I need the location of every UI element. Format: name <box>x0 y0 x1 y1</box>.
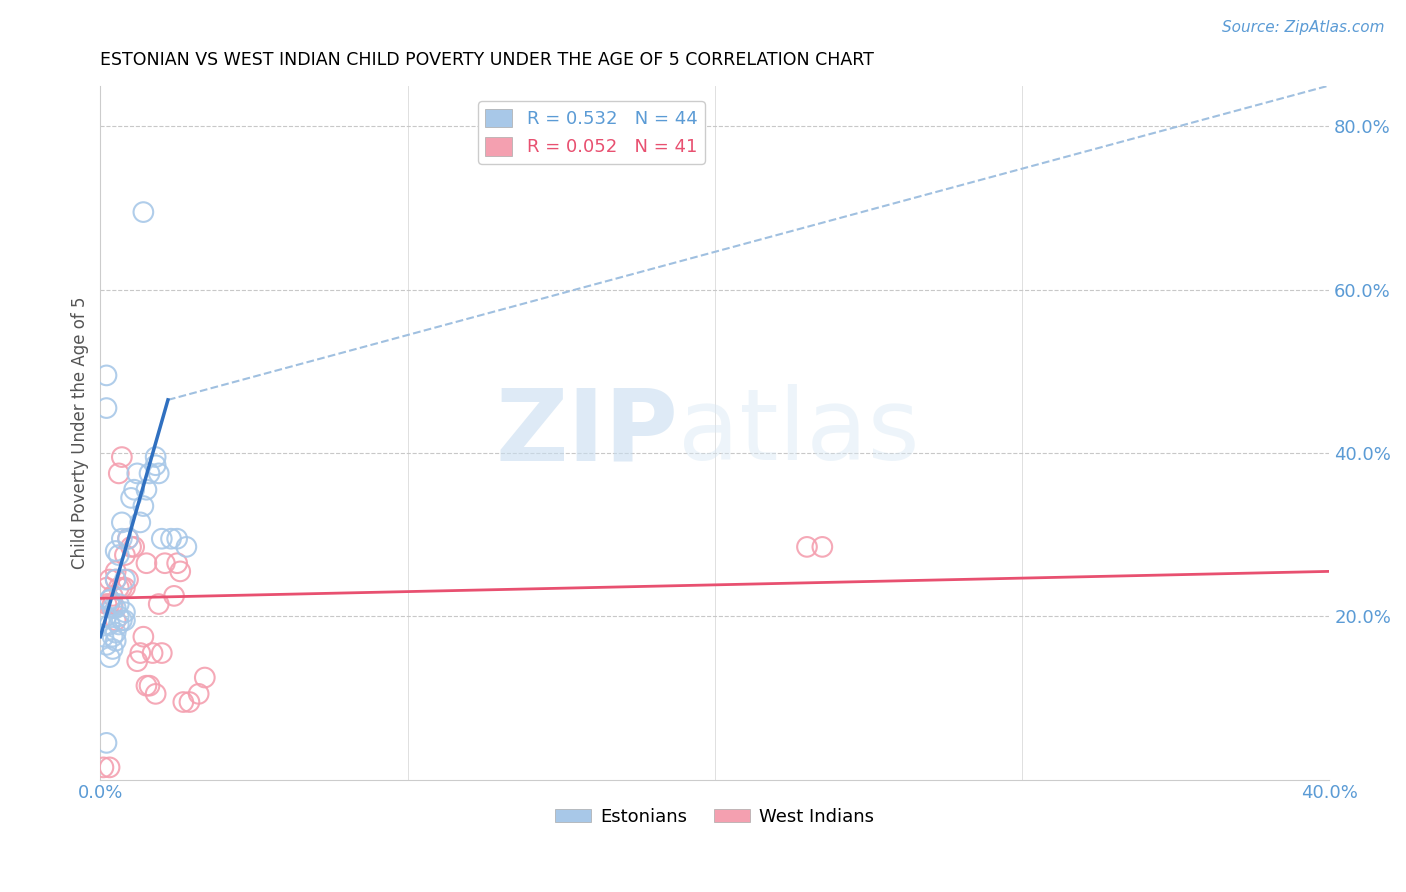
Point <box>101 630 124 644</box>
Point <box>98 593 121 607</box>
Point <box>98 617 121 632</box>
Point <box>135 483 157 497</box>
Point <box>101 589 124 603</box>
Point <box>122 483 145 497</box>
Point <box>120 540 142 554</box>
Point <box>145 450 167 464</box>
Point <box>114 581 136 595</box>
Point <box>114 573 136 587</box>
Point <box>101 597 124 611</box>
Point <box>104 625 127 640</box>
Point <box>107 617 129 632</box>
Text: Source: ZipAtlas.com: Source: ZipAtlas.com <box>1222 20 1385 35</box>
Point <box>104 573 127 587</box>
Point <box>104 601 127 615</box>
Point <box>111 581 134 595</box>
Point <box>135 556 157 570</box>
Point <box>104 633 127 648</box>
Point <box>104 613 127 627</box>
Point <box>107 609 129 624</box>
Point <box>145 458 167 473</box>
Point <box>179 695 201 709</box>
Point <box>117 532 139 546</box>
Point <box>148 597 170 611</box>
Point <box>114 613 136 627</box>
Legend: Estonians, West Indians: Estonians, West Indians <box>548 801 882 833</box>
Point <box>138 679 160 693</box>
Point <box>117 573 139 587</box>
Point <box>796 540 818 554</box>
Point <box>111 532 134 546</box>
Point <box>166 532 188 546</box>
Point <box>127 467 149 481</box>
Point <box>93 760 115 774</box>
Point <box>122 540 145 554</box>
Point <box>132 630 155 644</box>
Point <box>117 532 139 546</box>
Point <box>98 650 121 665</box>
Point <box>96 609 118 624</box>
Point <box>172 695 194 709</box>
Point <box>187 687 209 701</box>
Point <box>166 556 188 570</box>
Point <box>114 605 136 619</box>
Text: atlas: atlas <box>678 384 920 481</box>
Point <box>96 581 118 595</box>
Point <box>98 597 121 611</box>
Point <box>96 597 118 611</box>
Point <box>148 467 170 481</box>
Point <box>120 491 142 505</box>
Point <box>101 601 124 615</box>
Point <box>104 565 127 579</box>
Text: ZIP: ZIP <box>495 384 678 481</box>
Point <box>96 368 118 383</box>
Point <box>135 679 157 693</box>
Point <box>96 401 118 415</box>
Point <box>145 687 167 701</box>
Point <box>93 630 115 644</box>
Point <box>98 760 121 774</box>
Point <box>150 532 173 546</box>
Point <box>107 581 129 595</box>
Point <box>150 646 173 660</box>
Y-axis label: Child Poverty Under the Age of 5: Child Poverty Under the Age of 5 <box>72 296 89 569</box>
Point <box>132 205 155 219</box>
Point <box>107 467 129 481</box>
Point <box>96 638 118 652</box>
Point <box>111 450 134 464</box>
Point <box>111 516 134 530</box>
Point <box>129 516 152 530</box>
Point <box>169 565 191 579</box>
Point <box>104 544 127 558</box>
Point <box>96 736 118 750</box>
Text: ESTONIAN VS WEST INDIAN CHILD POVERTY UNDER THE AGE OF 5 CORRELATION CHART: ESTONIAN VS WEST INDIAN CHILD POVERTY UN… <box>100 51 875 69</box>
Point <box>163 589 186 603</box>
Point <box>104 573 127 587</box>
Point <box>107 597 129 611</box>
Point <box>153 556 176 570</box>
Point <box>194 671 217 685</box>
Point <box>811 540 834 554</box>
Point <box>114 548 136 562</box>
Point <box>132 499 155 513</box>
Point <box>101 642 124 657</box>
Point <box>138 467 160 481</box>
Point <box>98 573 121 587</box>
Point <box>98 593 121 607</box>
Point <box>160 532 183 546</box>
Point <box>111 613 134 627</box>
Point <box>129 646 152 660</box>
Point <box>142 646 165 660</box>
Point <box>127 654 149 668</box>
Point <box>176 540 198 554</box>
Point <box>107 548 129 562</box>
